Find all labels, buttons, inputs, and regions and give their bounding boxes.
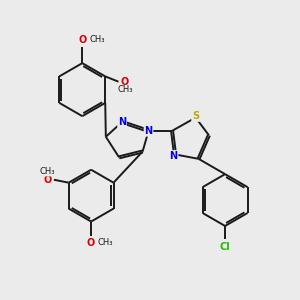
Text: CH₃: CH₃ — [117, 85, 133, 94]
Text: O: O — [87, 238, 95, 248]
Text: S: S — [192, 111, 199, 121]
Text: N: N — [118, 117, 126, 127]
Text: N: N — [145, 126, 153, 136]
Text: CH₃: CH₃ — [89, 35, 105, 44]
Text: O: O — [121, 77, 129, 87]
Text: O: O — [78, 34, 86, 45]
Text: CH₃: CH₃ — [98, 238, 113, 247]
Text: N: N — [169, 151, 178, 161]
Text: CH₃: CH₃ — [40, 167, 55, 176]
Text: Cl: Cl — [220, 242, 230, 252]
Text: O: O — [43, 175, 52, 185]
